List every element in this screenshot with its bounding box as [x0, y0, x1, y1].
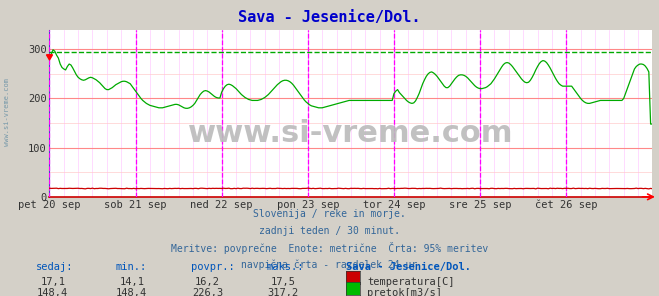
- Text: Slovenija / reke in morje.: Slovenija / reke in morje.: [253, 209, 406, 219]
- Text: 226,3: 226,3: [192, 288, 223, 296]
- Text: pretok[m3/s]: pretok[m3/s]: [367, 288, 442, 296]
- Text: Meritve: povprečne  Enote: metrične  Črta: 95% meritev: Meritve: povprečne Enote: metrične Črta:…: [171, 242, 488, 255]
- Text: maks.:: maks.:: [267, 262, 304, 272]
- Text: Sava - Jesenice/Dol.: Sava - Jesenice/Dol.: [239, 10, 420, 25]
- Text: Sava - Jesenice/Dol.: Sava - Jesenice/Dol.: [346, 262, 471, 272]
- Text: sedaj:: sedaj:: [36, 262, 74, 272]
- Text: povpr.:: povpr.:: [191, 262, 235, 272]
- Text: zadnji teden / 30 minut.: zadnji teden / 30 minut.: [259, 226, 400, 236]
- Text: 17,1: 17,1: [40, 277, 65, 287]
- Text: 148,4: 148,4: [37, 288, 69, 296]
- Text: www.si-vreme.com: www.si-vreme.com: [4, 78, 10, 147]
- Text: 14,1: 14,1: [119, 277, 144, 287]
- Text: 16,2: 16,2: [195, 277, 220, 287]
- Text: 148,4: 148,4: [116, 288, 148, 296]
- Text: 17,5: 17,5: [271, 277, 296, 287]
- Text: www.si-vreme.com: www.si-vreme.com: [188, 119, 513, 148]
- Text: min.:: min.:: [115, 262, 146, 272]
- Text: temperatura[C]: temperatura[C]: [367, 277, 455, 287]
- Text: navpična črta - razdelek 24 ur: navpična črta - razdelek 24 ur: [241, 259, 418, 270]
- Text: 317,2: 317,2: [268, 288, 299, 296]
